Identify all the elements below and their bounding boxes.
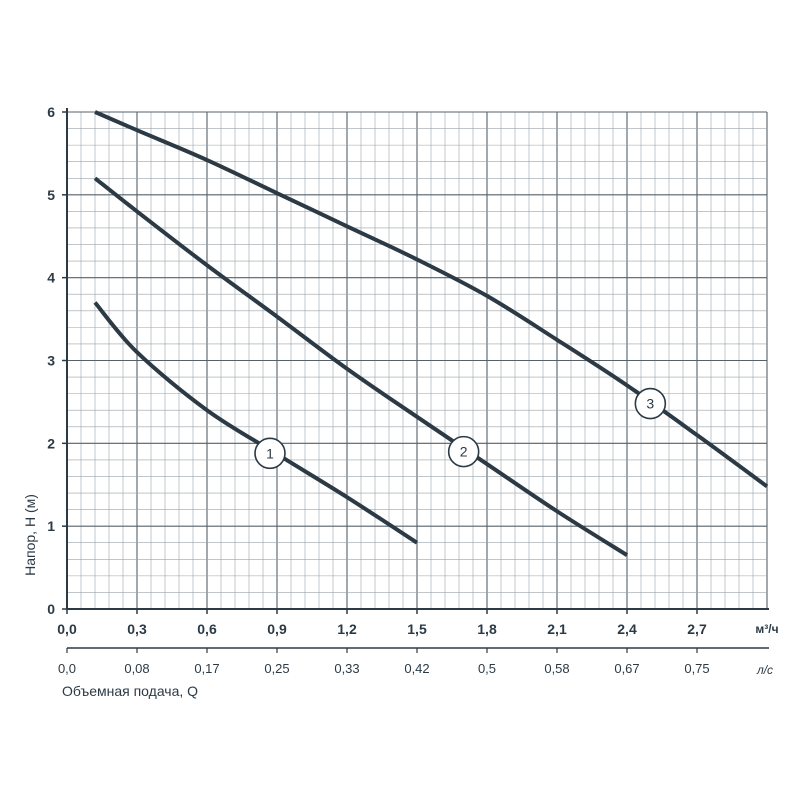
x-tick-label: 0,9 (267, 621, 287, 637)
y-tick-label: 0 (47, 601, 55, 617)
curve-1-label: 1 (266, 445, 274, 461)
x2-tick-label: 0,5 (478, 661, 496, 676)
y-tick-label: 3 (47, 353, 55, 369)
x-tick-label: 0,0 (57, 621, 77, 637)
x-tick-label: 0,3 (127, 621, 147, 637)
x2-tick-label: 0,0 (58, 661, 76, 676)
x2-tick-label: 0,58 (544, 661, 569, 676)
x-tick-label: 0,6 (197, 621, 217, 637)
x-tick-label: 2,7 (687, 621, 707, 637)
x-tick-label: 1,2 (337, 621, 357, 637)
x-axis-label: Объемная подача, Q (62, 683, 198, 699)
curve-2-marker (447, 435, 480, 468)
y-axis-label: Напор, Н (м) (22, 494, 38, 576)
x2-axis-unit: л/с (756, 663, 773, 677)
x2-tick-label: 0,42 (404, 661, 429, 676)
curve-3-label: 3 (646, 396, 654, 412)
x-tick-label: 2,4 (617, 621, 637, 637)
curve-1 (93, 301, 419, 545)
y-tick-label: 6 (47, 104, 55, 120)
x2-tick-label: 0,67 (614, 661, 639, 676)
x2-tick-label: 0,25 (264, 661, 289, 676)
grid (66, 111, 768, 610)
x2-tick-label: 0,08 (124, 661, 149, 676)
x2-tick-label: 0,33 (334, 661, 359, 676)
y-tick-label: 5 (47, 187, 55, 203)
x2-tick-label: 0,75 (684, 661, 709, 676)
curve-2-label: 2 (460, 444, 468, 460)
curve-3-marker (634, 387, 667, 420)
y-tick-label: 1 (47, 518, 55, 534)
x-tick-label: 2,1 (547, 621, 567, 637)
tick-labels: 0 1 2 3 4 5 6 0,0 0,3 0,6 0,9 1,2 1,5 1,8 2,1 2,4 2,7 0,0… (47, 104, 709, 676)
x-axis-unit: м³/ч (755, 622, 778, 636)
x2-tick-label: 0,17 (194, 661, 219, 676)
curve-1-marker (254, 437, 286, 470)
curves: 1 2 3 (93, 110, 769, 557)
x-tick-label: 1,8 (477, 621, 497, 637)
x-tick-label: 1,5 (407, 621, 427, 637)
axes (62, 108, 769, 653)
y-tick-label: 2 (47, 435, 55, 451)
curve-2 (93, 176, 629, 557)
y-tick-label: 4 (47, 270, 55, 286)
